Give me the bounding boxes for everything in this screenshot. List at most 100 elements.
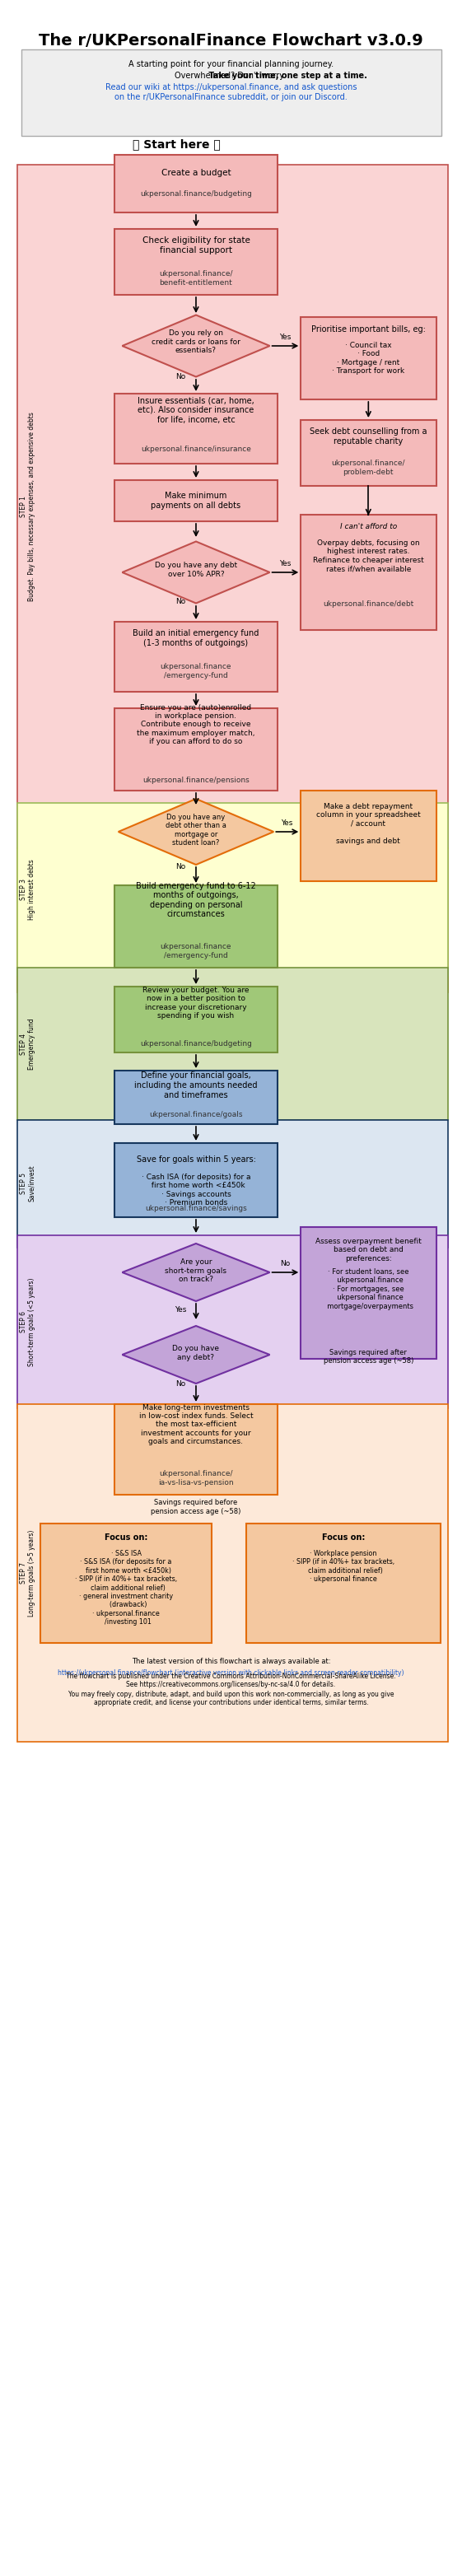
Text: The flowchart is published under the Creative Commons Attribution-NonCommercial-: The flowchart is published under the Cre…	[66, 1672, 396, 1687]
Text: I can't afford to: I can't afford to	[340, 523, 397, 531]
Text: Review your budget. You are
now in a better position to
increase your discretion: Review your budget. You are now in a bet…	[143, 987, 249, 1020]
Text: STEP 3
High interest debts: STEP 3 High interest debts	[19, 858, 36, 920]
Text: Seek debt counselling from a
reputable charity: Seek debt counselling from a reputable c…	[310, 428, 427, 446]
Text: Overpay debts, focusing on
highest interest rates.
Refinance to cheaper interest: Overpay debts, focusing on highest inter…	[313, 538, 424, 572]
Text: STEP 5
Save/invest: STEP 5 Save/invest	[19, 1164, 36, 1203]
Bar	[18, 1121, 449, 1247]
Text: Savings required after
pension access age (~58): Savings required after pension access ag…	[323, 1350, 413, 1365]
Text: ukpersonal.finance/budgeting: ukpersonal.finance/budgeting	[140, 1041, 252, 1048]
Bar	[301, 420, 437, 487]
Text: Make a debt repayment
column in your spreadsheet
/ account

savings and debt: Make a debt repayment column in your spr…	[316, 804, 420, 845]
Text: Create a budget: Create a budget	[161, 170, 231, 178]
Text: ukpersonal.finance/
benefit-entitlement: ukpersonal.finance/ benefit-entitlement	[159, 270, 233, 286]
Text: Make minimum
payments on all debts: Make minimum payments on all debts	[151, 492, 241, 510]
Text: · Workplace pension
· SIPP (if in 40%+ tax brackets,
  claim additional relief)
: · Workplace pension · SIPP (if in 40%+ t…	[292, 1551, 395, 1584]
Text: · For student loans, see
  ukpersonal.finance
· For mortgages, see
  ukpersonal : · For student loans, see ukpersonal.fina…	[323, 1267, 413, 1311]
Bar	[301, 515, 437, 631]
Bar	[115, 394, 278, 464]
Text: Build an initial emergency fund
(1-3 months of outgoings): Build an initial emergency fund (1-3 mon…	[133, 629, 259, 647]
Polygon shape	[122, 314, 270, 376]
Text: Do you rely on
credit cards or loans for
essentials?: Do you rely on credit cards or loans for…	[152, 330, 240, 353]
Text: · Council tax
· Food
· Mortgage / rent
· Transport for work: · Council tax · Food · Mortgage / rent ·…	[332, 343, 405, 376]
Text: Yes: Yes	[280, 559, 291, 567]
Text: Build emergency fund to 6-12
months of outgoings,
depending on personal
circumst: Build emergency fund to 6-12 months of o…	[136, 881, 256, 920]
Text: Assess overpayment benefit
based on debt and
preferences:: Assess overpayment benefit based on debt…	[316, 1236, 421, 1262]
Text: 🏁 Start here 🏁: 🏁 Start here 🏁	[133, 139, 220, 149]
Text: https://ukpersonal.finance/flowchart (interactive version with clickable links a: https://ukpersonal.finance/flowchart (in…	[58, 1669, 404, 1677]
Bar	[115, 1144, 278, 1218]
Text: No: No	[280, 1260, 290, 1267]
Bar	[115, 479, 278, 520]
Text: Yes: Yes	[281, 819, 293, 827]
Bar	[18, 165, 449, 848]
Bar	[18, 1404, 449, 1741]
Bar	[246, 1522, 441, 1643]
Text: ukpersonal.finance/goals: ukpersonal.finance/goals	[149, 1110, 243, 1118]
Text: Do you have any debt
over 10% APR?: Do you have any debt over 10% APR?	[155, 562, 237, 577]
Bar	[115, 1404, 278, 1494]
Text: Define your financial goals,
including the amounts needed
and timeframes: Define your financial goals, including t…	[134, 1072, 257, 1100]
Text: Read our wiki at https://ukpersonal.finance, and ask questions: Read our wiki at https://ukpersonal.fina…	[105, 82, 357, 90]
Text: STEP 1
Budget. Pay bills, necessary expenses, and expensive debts: STEP 1 Budget. Pay bills, necessary expe…	[19, 412, 36, 600]
Text: Yes: Yes	[280, 332, 291, 340]
Text: ukpersonal.finance/pensions: ukpersonal.finance/pensions	[143, 775, 249, 783]
Text: ukpersonal.finance/budgeting: ukpersonal.finance/budgeting	[140, 191, 252, 198]
Text: · S&S ISA
· S&S ISA (for deposits for a
  first home worth <£450k)
· SIPP (if in: · S&S ISA · S&S ISA (for deposits for a …	[75, 1551, 177, 1625]
Bar	[41, 1522, 212, 1643]
Text: You may freely copy, distribute, adapt, and build upon this work non-commerciall: You may freely copy, distribute, adapt, …	[68, 1690, 394, 1705]
Bar	[115, 987, 278, 1054]
Bar	[301, 791, 437, 881]
Bar	[301, 317, 437, 399]
Text: ukpersonal.finance/
problem-debt: ukpersonal.finance/ problem-debt	[332, 459, 405, 477]
Polygon shape	[118, 799, 274, 866]
Text: STEP 7
Long-term goals (>5 years): STEP 7 Long-term goals (>5 years)	[19, 1530, 36, 1615]
Bar	[115, 886, 278, 969]
Polygon shape	[122, 541, 270, 603]
Bar	[115, 229, 278, 294]
Text: Focus on:: Focus on:	[104, 1533, 148, 1540]
Text: ukpersonal.finance/savings: ukpersonal.finance/savings	[145, 1206, 247, 1213]
Text: ukpersonal.finance/insurance: ukpersonal.finance/insurance	[141, 446, 251, 453]
Text: Do you have
any debt?: Do you have any debt?	[172, 1345, 219, 1360]
Text: No: No	[176, 1381, 186, 1388]
Text: ukpersonal.finance
/emergency-fund: ukpersonal.finance /emergency-fund	[160, 943, 231, 958]
Text: ukpersonal.finance/
ia-vs-lisa-vs-pension: ukpersonal.finance/ ia-vs-lisa-vs-pensio…	[158, 1471, 234, 1486]
Polygon shape	[122, 1244, 270, 1301]
Text: Overwhelmed? Don't worry.: Overwhelmed? Don't worry.	[174, 72, 288, 80]
Text: The r/UKPersonalFinance Flowchart v3.0.9: The r/UKPersonalFinance Flowchart v3.0.9	[39, 33, 423, 49]
Text: Check eligibility for state
financial support: Check eligibility for state financial su…	[142, 237, 250, 255]
Bar	[115, 155, 278, 211]
Bar	[115, 708, 278, 791]
Text: ukpersonal.finance
/emergency-fund: ukpersonal.finance /emergency-fund	[160, 662, 231, 680]
Text: Ensure you are (auto)enrolled
in workplace pension.
Contribute enough to receive: Ensure you are (auto)enrolled in workpla…	[137, 703, 255, 744]
Bar	[115, 1072, 278, 1123]
Text: The latest version of this flowchart is always available at:: The latest version of this flowchart is …	[132, 1659, 330, 1664]
Text: STEP 4
Emergency fund: STEP 4 Emergency fund	[19, 1018, 36, 1069]
Text: Prioritise important bills, eg:: Prioritise important bills, eg:	[311, 325, 426, 332]
Text: No: No	[176, 374, 186, 381]
Bar	[18, 804, 449, 976]
Text: Savings required before
pension access age (~58): Savings required before pension access a…	[151, 1492, 241, 1515]
Text: on the r/UKPersonalFinance subreddit, or join our Discord.: on the r/UKPersonalFinance subreddit, or…	[115, 93, 347, 100]
Text: Yes: Yes	[175, 1306, 186, 1314]
Text: Are your
short-term goals
on track?: Are your short-term goals on track?	[165, 1260, 227, 1283]
Bar	[18, 969, 449, 1121]
Text: Focus on:: Focus on:	[322, 1533, 365, 1540]
Text: No: No	[176, 598, 186, 605]
Bar	[18, 1236, 449, 1409]
Text: Make long-term investments
in low-cost index funds. Select
the most tax-efficien: Make long-term investments in low-cost i…	[139, 1404, 253, 1445]
Text: Take your time, one step at a time.: Take your time, one step at a time.	[95, 72, 367, 80]
Bar	[18, 848, 449, 992]
Text: ukpersonal.finance/debt: ukpersonal.finance/debt	[323, 600, 414, 608]
Text: STEP 6
Short-term goals (<5 years): STEP 6 Short-term goals (<5 years)	[19, 1278, 36, 1365]
Text: · Cash ISA (for deposits) for a
  first home worth <£450k
· Savings accounts
· P: · Cash ISA (for deposits) for a first ho…	[141, 1175, 250, 1206]
Text: Save for goals within 5 years:: Save for goals within 5 years:	[136, 1157, 255, 1164]
Text: Do you have any
debt other than a
mortgage or
student loan?: Do you have any debt other than a mortga…	[165, 814, 226, 848]
Text: A starting point for your financial planning journey.: A starting point for your financial plan…	[128, 59, 334, 70]
Bar	[21, 49, 441, 137]
Text: Insure essentials (car, home,
etc). Also consider insurance
for life, income, et: Insure essentials (car, home, etc). Also…	[138, 397, 255, 425]
Bar	[301, 1226, 437, 1358]
Polygon shape	[122, 1327, 270, 1383]
Bar	[115, 621, 278, 693]
Text: No: No	[176, 863, 186, 871]
